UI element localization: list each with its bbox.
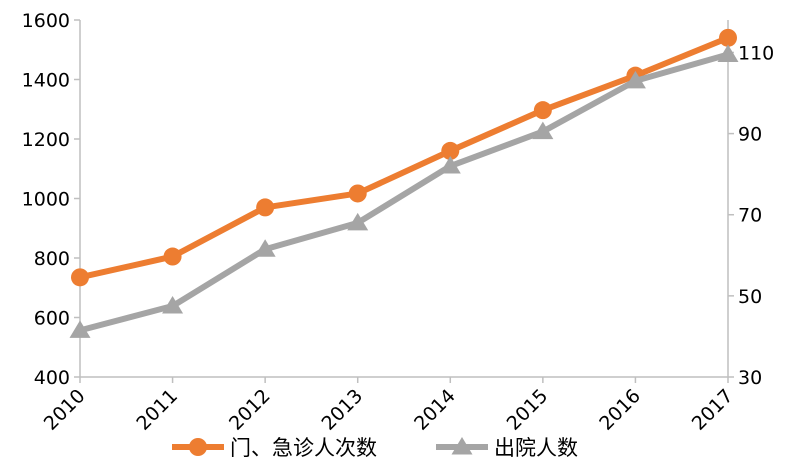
legend-marker — [451, 437, 473, 455]
data-point — [717, 44, 739, 62]
data-point — [624, 70, 646, 89]
y-tick-label-left: 600 — [34, 308, 70, 330]
data-point — [71, 268, 89, 287]
data-point — [439, 156, 461, 174]
data-point — [254, 239, 276, 257]
x-tick-label: 2016 — [595, 385, 645, 435]
legend-item-1: 门、急诊人次数 — [172, 436, 377, 460]
y-tick-label-left: 1400 — [22, 70, 70, 92]
series-1 — [71, 28, 737, 287]
x-tick-label: 2014 — [410, 385, 460, 435]
y-tick-label-right: 110 — [738, 42, 774, 64]
x-tick-label: 2013 — [317, 385, 367, 435]
legend-label: 出院人数 — [494, 436, 578, 460]
series-line — [77, 51, 731, 334]
y-tick-label-left: 400 — [34, 367, 70, 389]
data-point — [163, 247, 182, 266]
legend-item-2: 出院人数 — [436, 436, 578, 460]
data-point — [532, 121, 554, 140]
data-point — [348, 184, 367, 203]
data-point — [533, 101, 552, 120]
data-point — [162, 296, 184, 314]
x-tick-label: 2010 — [40, 385, 90, 435]
y-tick-label-right: 30 — [738, 367, 762, 389]
y-tick-label-right: 90 — [738, 124, 762, 146]
y-tick-label-right: 70 — [738, 205, 762, 227]
data-point — [347, 212, 369, 231]
y-tick-label-left: 800 — [34, 248, 70, 270]
series-layer — [69, 28, 739, 338]
data-point — [719, 28, 737, 47]
legend-marker — [189, 438, 207, 456]
y-tick-label-left: 1600 — [22, 10, 70, 32]
y-tick-label-left: 1000 — [22, 189, 70, 211]
data-point — [69, 320, 91, 338]
legend-label: 门、急诊人次数 — [230, 436, 377, 460]
x-tick-label: 2015 — [503, 385, 553, 435]
x-tick-label: 2011 — [132, 385, 182, 435]
x-tick-label: 2017 — [688, 385, 738, 435]
series-2 — [69, 44, 739, 338]
y-tick-label-left: 1200 — [22, 129, 70, 151]
x-tick-label: 2012 — [225, 385, 275, 435]
data-point — [441, 141, 460, 160]
y-tick-label-right: 50 — [738, 286, 762, 308]
legend: 门、急诊人次数 出院人数 — [172, 436, 578, 460]
data-point — [256, 198, 275, 217]
series-line — [77, 34, 731, 281]
